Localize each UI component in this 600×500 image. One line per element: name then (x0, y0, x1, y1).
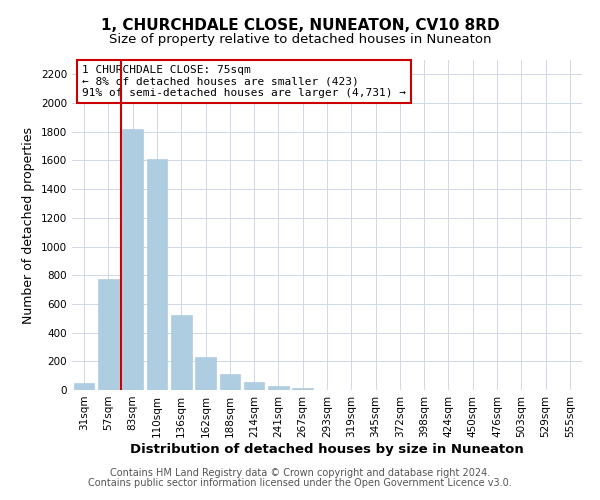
Y-axis label: Number of detached properties: Number of detached properties (22, 126, 35, 324)
Bar (195, 357, 216, 390)
X-axis label: Distribution of detached houses by size in Nuneaton: Distribution of detached houses by size … (130, 442, 524, 456)
Bar (292, 388, 313, 390)
Bar (74, 383, 94, 390)
Text: Size of property relative to detached houses in Nuneaton: Size of property relative to detached ho… (109, 32, 491, 46)
Text: 1 CHURCHDALE CLOSE: 75sqm
← 8% of detached houses are smaller (423)
91% of semi-: 1 CHURCHDALE CLOSE: 75sqm ← 8% of detach… (82, 65, 406, 98)
Text: Contains public sector information licensed under the Open Government Licence v3: Contains public sector information licen… (88, 478, 512, 488)
Text: Contains HM Land Registry data © Crown copyright and database right 2024.: Contains HM Land Registry data © Crown c… (110, 468, 490, 477)
Bar (244, 382, 265, 390)
Text: 1, CHURCHDALE CLOSE, NUNEATON, CV10 8RD: 1, CHURCHDALE CLOSE, NUNEATON, CV10 8RD (101, 18, 499, 32)
Bar (98, 279, 119, 390)
Bar (146, 159, 167, 390)
Bar (220, 374, 240, 390)
Bar (268, 386, 289, 390)
Bar (122, 129, 143, 390)
Bar (171, 316, 191, 390)
